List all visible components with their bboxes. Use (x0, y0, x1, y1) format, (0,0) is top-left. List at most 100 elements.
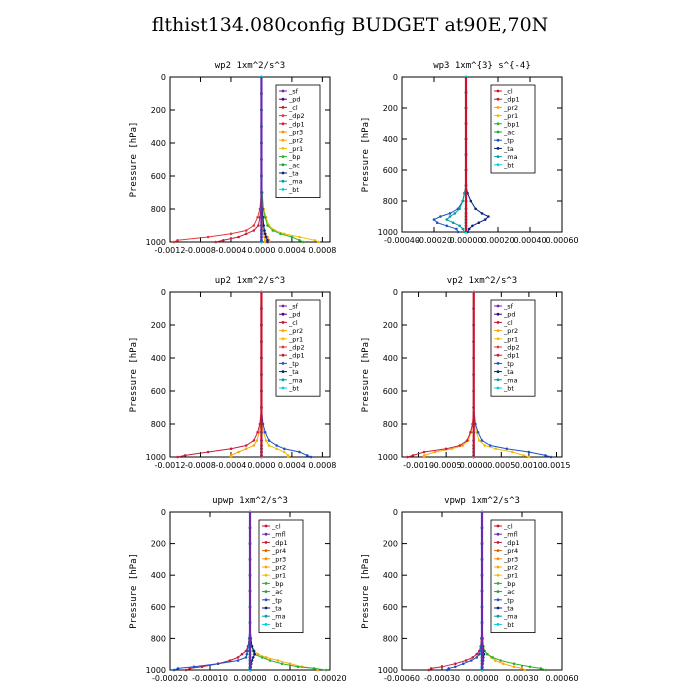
data-point (276, 659, 280, 662)
legend-entry: _cl (503, 319, 513, 327)
data-point (511, 450, 514, 454)
y-tick-label: 400 (151, 571, 166, 580)
y-tick-label: 0 (393, 508, 398, 517)
legend-entry: _pr3 (503, 555, 518, 563)
legend-marker (496, 130, 500, 134)
data-point (406, 455, 409, 459)
legend-marker (281, 163, 285, 167)
y-tick-label: 600 (383, 166, 398, 175)
chart-panel: wp3 1xm^{3} s^{-4} Pressure [hPa] 0 200 400 6… (361, 61, 579, 245)
legend-entry: _bp1 (503, 120, 520, 128)
legend-entry: _ac (503, 588, 515, 596)
data-point (266, 240, 269, 244)
x-tick-label: -0.0004 (216, 461, 247, 470)
y-tick-label: 200 (383, 321, 398, 330)
series-line (465, 77, 490, 233)
series-line (407, 292, 475, 458)
x-tick-label: -0.00020 (416, 236, 452, 245)
data-point (275, 447, 279, 451)
data-point (469, 199, 473, 203)
legend-entry: _dp2 (288, 344, 305, 352)
legend-entry: _pr2 (288, 327, 303, 335)
data-point (244, 232, 248, 236)
x-tick-label: 0.00000 (465, 674, 498, 683)
legend-marker (264, 557, 268, 561)
data-point (222, 239, 225, 242)
data-point (465, 439, 469, 442)
x-tick-label: -0.00020 (152, 674, 188, 683)
data-point (313, 239, 317, 242)
legend-marker (281, 179, 285, 183)
legend-marker (496, 155, 500, 159)
legend-marker (496, 122, 500, 126)
legend-entry: _ma (503, 153, 518, 161)
data-point (216, 662, 220, 665)
data-point (505, 447, 509, 451)
data-point (464, 659, 468, 662)
x-tick-label: 0.0004 (278, 246, 306, 255)
legend-entry: _cl (288, 319, 298, 327)
data-point (229, 447, 233, 451)
data-point (245, 652, 249, 656)
legend-marker (496, 97, 500, 101)
legend-marker (281, 89, 285, 93)
legend-marker (496, 541, 500, 544)
legend-entry: _bp (503, 580, 516, 588)
data-point (264, 235, 268, 239)
data-point (486, 652, 489, 656)
data-point (474, 207, 477, 211)
data-point (450, 447, 454, 451)
data-point (228, 659, 232, 662)
chart-panel: up2 1xm^2/s^3 Pressure [hPa] 0 200 400 600 800… (129, 276, 336, 470)
legend-entry: _pr4 (271, 547, 286, 555)
y-tick-label: 600 (383, 603, 398, 612)
legend-marker (281, 362, 285, 365)
x-tick-label: 0.00020 (481, 236, 514, 245)
data-point (240, 652, 244, 656)
data-point (309, 455, 313, 459)
y-tick-label: 1000 (146, 666, 166, 675)
legend-marker (264, 590, 268, 593)
legend-marker (496, 524, 500, 528)
data-point (298, 450, 301, 454)
data-point (451, 221, 455, 224)
x-tick-label: 0.00060 (545, 674, 578, 683)
data-point (252, 649, 256, 653)
data-point (512, 662, 516, 665)
legend-entry: _ac (271, 588, 283, 596)
data-point (256, 431, 259, 434)
legend-marker (496, 386, 500, 390)
series-line (433, 77, 467, 233)
data-point (263, 240, 267, 244)
y-tick-label: 200 (151, 540, 166, 549)
legend-marker (496, 353, 500, 357)
data-point (467, 227, 471, 231)
legend-marker (496, 337, 500, 341)
data-point (262, 224, 266, 227)
series-line (177, 292, 262, 458)
data-point (522, 454, 525, 457)
data-point (184, 668, 188, 672)
data-point (302, 240, 305, 244)
chart-panel: wp2 1xm^2/s^3 Pressure [hPa] 0 200 400 600 800… (129, 61, 336, 255)
data-point (439, 215, 442, 218)
data-point (206, 450, 210, 454)
legend-entry: _sf (288, 88, 299, 96)
legend-entry: _sf (503, 303, 514, 311)
data-point (480, 439, 484, 442)
data-point (252, 444, 256, 447)
legend-marker (496, 549, 500, 552)
data-point (433, 450, 437, 454)
legend-entry: _pr1 (503, 112, 518, 120)
chart-panel: vpwp 1xm^2/s^3 Pressure [hPa] 0 200 400 600 80… (361, 496, 579, 683)
y-tick-label: 400 (151, 139, 166, 148)
x-tick-label: 0.00030 (505, 674, 538, 683)
data-point (263, 229, 266, 232)
legend-marker (264, 614, 268, 618)
legend-entry: _pd (503, 311, 516, 319)
series-line (173, 77, 262, 243)
legend-marker (281, 130, 285, 134)
legend-marker (281, 337, 285, 341)
data-point (298, 235, 301, 239)
legend-marker (281, 329, 285, 332)
